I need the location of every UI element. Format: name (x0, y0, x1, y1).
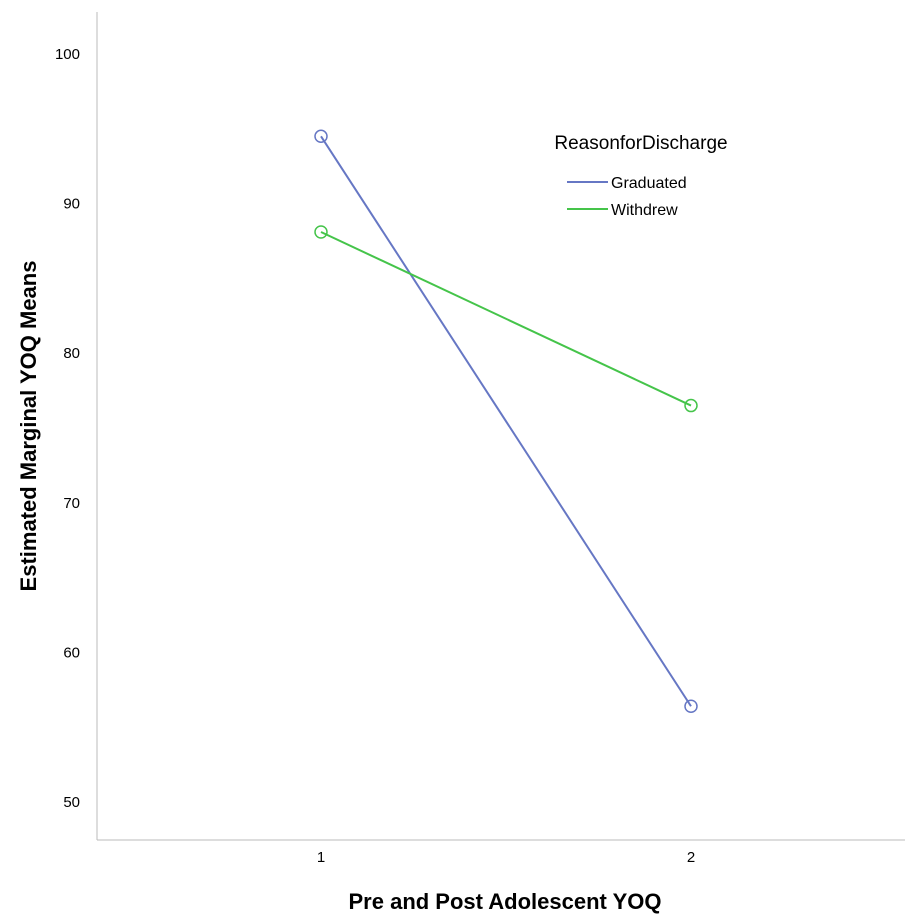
x-tick-label: 1 (317, 849, 325, 866)
y-tick-label: 90 (63, 196, 80, 213)
legend-title: ReasonforDischarge (554, 133, 727, 154)
legend-items: Graduated Withdrew (567, 175, 687, 219)
y-tick-label: 70 (63, 495, 80, 512)
data-point-graduated (684, 699, 698, 714)
y-tick-labels: 50 60 70 80 90 100 (55, 46, 80, 811)
x-axis-title: Pre and Post Adolescent YOQ (349, 889, 662, 914)
axes (96, 12, 905, 841)
y-axis-title: Estimated Marginal YOQ Means (16, 261, 41, 592)
y-tick-label: 100 (55, 46, 80, 63)
legend-label-graduated: Graduated (611, 175, 687, 192)
y-tick-label: 80 (63, 345, 80, 362)
x-tick-label: 2 (687, 849, 695, 866)
series-layer (314, 129, 698, 714)
legend-label-withdrew: Withdrew (611, 202, 678, 219)
series-line-withdrew (320, 231, 692, 407)
y-tick-label: 50 (63, 794, 80, 811)
legend: ReasonforDischarge Graduated Withdrew (554, 133, 727, 219)
y-tick-label: 60 (63, 644, 80, 661)
data-point-graduated (314, 129, 328, 144)
series-line-graduated (320, 135, 692, 707)
data-point-withdrew (314, 225, 328, 239)
data-point-withdrew (684, 398, 698, 413)
